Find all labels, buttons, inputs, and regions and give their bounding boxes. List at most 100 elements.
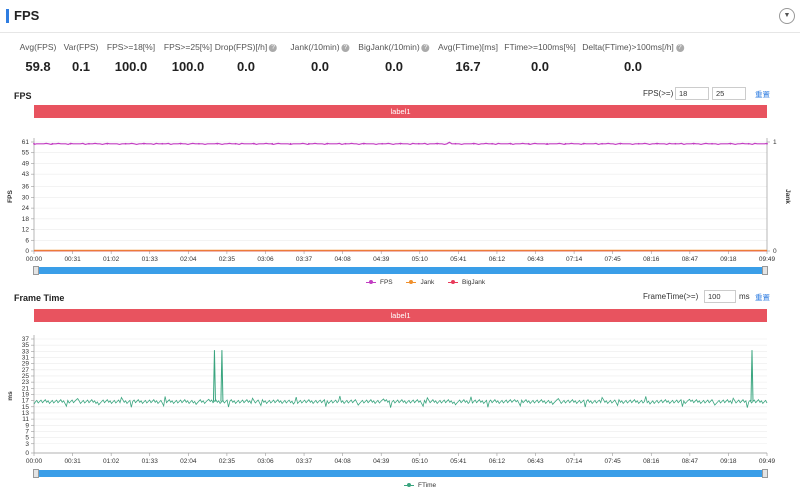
stat-value: 0.0 — [623, 59, 643, 74]
fps-point — [33, 142, 35, 145]
x-tick-label: 06:12 — [489, 256, 506, 263]
stat-value: 0.0 — [236, 59, 256, 74]
stat-label-text: Avg(FTime)[ms] — [438, 42, 498, 52]
x-tick-label: 04:39 — [373, 458, 390, 465]
y2-axis-title: Jank — [784, 189, 791, 204]
y-tick-label: 6 — [25, 237, 29, 244]
stat-label: Avg(FTime)[ms] — [438, 42, 498, 52]
help-icon[interactable]: ? — [675, 43, 684, 52]
x-tick-label: 08:47 — [682, 256, 699, 263]
ftime-swatch-icon — [404, 483, 414, 487]
y-tick-label: 18 — [22, 216, 30, 223]
fps-point — [472, 142, 475, 145]
ftime-reset-button[interactable]: 重置 — [755, 293, 770, 302]
fps-legend: FPS Jank BigJank — [360, 279, 491, 286]
stat-label-text: Jank(/10min) — [290, 42, 340, 52]
ftime-chart: 035791113151719212325272931333537ms00:00… — [7, 335, 776, 465]
bigjank-swatch-icon — [448, 280, 459, 284]
fps-point — [106, 142, 109, 145]
y-axis-title: FPS — [7, 190, 14, 203]
fps-zoom-slider[interactable] — [33, 266, 768, 275]
stat-label: Jank(/10min)? — [290, 42, 350, 52]
fps-threshold-input-1[interactable]: 18 — [675, 87, 709, 100]
stat-value: 16.7 — [455, 59, 481, 74]
stat-value: 0.0 — [384, 59, 404, 74]
page-title: FPS — [14, 8, 40, 23]
fps-point — [454, 142, 457, 145]
x-tick-label: 05:10 — [412, 256, 429, 263]
fps-point — [289, 142, 292, 145]
help-icon[interactable]: ? — [269, 43, 278, 52]
ftime-threshold-input[interactable]: 100 — [704, 290, 736, 303]
help-icon[interactable]: ? — [421, 43, 430, 52]
fps-point — [711, 142, 713, 145]
x-tick-label: 05:41 — [450, 256, 467, 263]
stat-label: FPS>=25[%] — [164, 42, 212, 52]
legend-ftime-label: FTime — [418, 482, 437, 489]
stat-label: FTime>=100ms[%] — [504, 42, 576, 52]
ftime-threshold-label: FrameTime(>=) — [643, 292, 699, 301]
fps-point — [326, 142, 329, 145]
ftime-zoom-handle-left[interactable] — [33, 469, 39, 478]
fps-point — [674, 142, 677, 145]
legend-jank[interactable]: Jank — [406, 279, 434, 286]
stat-item: Avg(FTime)[ms] 16.7 — [438, 42, 498, 74]
fps-point — [564, 142, 567, 145]
fps-reset-button[interactable]: 重置 — [755, 90, 770, 99]
x-tick-label: 07:14 — [566, 458, 583, 465]
stat-label-text: Avg(FPS) — [19, 42, 57, 52]
fps-point — [509, 142, 512, 145]
legend-jank-label: Jank — [420, 279, 435, 286]
stat-label-text: FTime>=100ms[%] — [504, 42, 576, 52]
y-tick-label: 29 — [22, 361, 30, 368]
y-tick-label: 43 — [22, 171, 30, 178]
x-tick-label: 00:00 — [26, 256, 43, 263]
stat-item: Jank(/10min)? 0.0 — [290, 42, 350, 74]
legend-ftime[interactable]: FTime — [404, 482, 436, 489]
stat-item: Avg(FPS) 59.8 — [20, 42, 57, 74]
x-tick-label: 01:02 — [103, 458, 120, 465]
ftime-threshold-unit: ms — [739, 292, 750, 301]
x-tick-label: 07:45 — [605, 458, 622, 465]
y-tick-label: 9 — [25, 422, 29, 429]
stat-value: 100.0 — [114, 59, 148, 74]
x-tick-label: 00:31 — [64, 458, 81, 465]
fps-point — [198, 142, 200, 145]
fps-point — [729, 142, 732, 145]
fps-zoom-handle-right[interactable] — [762, 266, 768, 275]
x-tick-label: 09:49 — [759, 458, 776, 465]
fps-point — [234, 142, 237, 145]
x-tick-label: 05:10 — [412, 458, 429, 465]
fps-point — [307, 142, 310, 145]
ftime-zoom-slider[interactable] — [33, 469, 768, 478]
fps-point — [656, 142, 658, 145]
stat-item: BigJank(/10min)? 0.0 — [358, 42, 430, 74]
stat-value: 0.0 — [530, 59, 550, 74]
fps-point — [747, 142, 750, 145]
fps-point — [417, 142, 420, 145]
x-tick-label: 08:16 — [643, 256, 660, 263]
fps-point — [619, 142, 622, 145]
fps-point — [216, 142, 219, 145]
fps-point — [381, 142, 384, 145]
ftime-zoom-handle-right[interactable] — [762, 469, 768, 478]
chevron-down-icon[interactable]: ▼ — [779, 8, 795, 24]
legend-bigjank[interactable]: BigJank — [448, 279, 485, 286]
y-tick-label: 27 — [22, 367, 30, 374]
help-icon[interactable]: ? — [341, 43, 350, 52]
fps-point — [179, 142, 182, 145]
fps-point — [692, 142, 695, 145]
fps-point — [271, 142, 274, 145]
y-tick-label: 25 — [22, 373, 30, 380]
x-tick-label: 01:33 — [142, 256, 159, 263]
fps-point — [582, 142, 585, 145]
y-tick-label: 23 — [22, 379, 30, 386]
stat-label: Drop(FPS)[/h]? — [215, 42, 278, 52]
fps-zoom-handle-left[interactable] — [33, 266, 39, 275]
legend-fps[interactable]: FPS — [366, 279, 393, 286]
fps-threshold-input-2[interactable]: 25 — [712, 87, 746, 100]
y-tick-label: 49 — [22, 160, 30, 167]
y-tick-label: 61 — [22, 139, 30, 146]
x-tick-label: 03:37 — [296, 256, 313, 263]
